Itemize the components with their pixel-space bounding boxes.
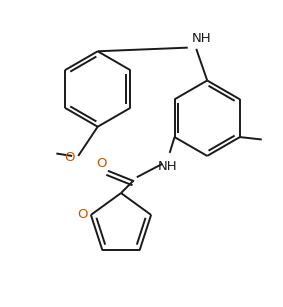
- Text: O: O: [64, 151, 75, 164]
- Text: NH: NH: [157, 160, 177, 173]
- Text: O: O: [96, 157, 106, 170]
- Text: NH: NH: [191, 32, 211, 45]
- Text: O: O: [77, 208, 87, 221]
